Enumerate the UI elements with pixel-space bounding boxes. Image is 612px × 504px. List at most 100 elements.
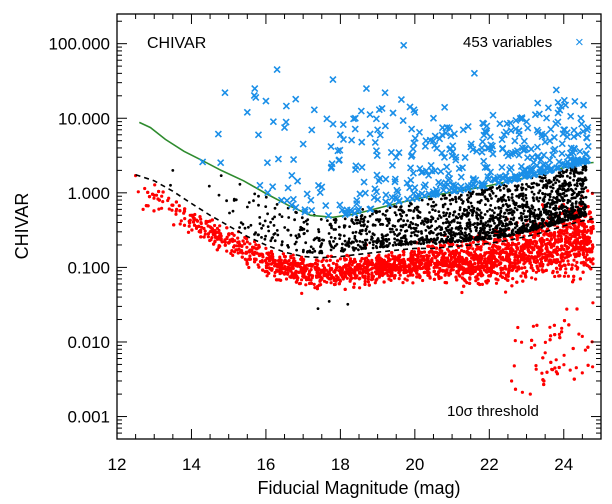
black-point [504,224,507,228]
black-point [448,232,452,236]
black-point [358,221,362,225]
black-point [476,217,480,221]
black-point [521,195,525,198]
black-point [537,207,541,211]
black-point [545,212,548,216]
black-point [333,236,337,240]
black-point [568,176,572,180]
black-point [333,244,337,248]
black-point [362,217,365,221]
black-point [309,245,313,249]
variable-point [273,65,281,74]
black-point [443,193,446,197]
black-point [569,207,573,210]
black-point [421,236,424,240]
black-point [528,214,532,217]
black-point [306,229,309,233]
red-point [531,324,536,328]
black-point [548,224,551,228]
red-point [560,255,564,259]
red-point [210,228,214,232]
black-point [308,249,312,253]
variable-point [513,147,521,155]
red-point [141,207,145,211]
black-point [368,241,372,245]
red-point [549,262,554,266]
red-point [387,258,391,262]
red-point [580,334,584,338]
red-point [520,266,524,270]
black-point [305,222,309,226]
red-point [515,280,519,284]
red-point [570,263,574,267]
black-point [550,201,554,205]
black-point [554,204,558,208]
variable-point [580,101,588,109]
red-point [516,261,520,265]
black-point [521,203,524,207]
red-point [388,274,392,278]
black-point [410,231,414,235]
black-point [493,221,496,225]
black-point [538,222,542,226]
red-point [473,269,477,273]
black-point [351,221,355,224]
black-point [280,240,284,244]
red-point [315,287,319,291]
red-point [542,233,546,237]
red-point [578,277,583,281]
black-point [465,237,469,240]
red-point [325,259,329,263]
black-point [465,208,469,212]
black-point [574,196,577,200]
red-point [585,250,589,254]
black-point [378,218,382,222]
black-point [398,232,402,235]
black-point [521,231,525,234]
red-point [260,253,265,257]
red-point [353,272,357,276]
black-point [565,189,568,192]
black-point [379,223,382,226]
black-point [219,174,223,178]
red-point [436,272,440,276]
red-point [468,281,472,285]
red-point [560,231,564,235]
black-point [452,231,455,234]
black-point [508,204,511,208]
red-point [500,250,504,254]
red-point [390,263,394,267]
red-point [284,267,288,272]
black-point [505,208,509,212]
black-point [574,202,578,205]
red-point [210,236,214,240]
black-point [538,189,542,193]
red-point [515,269,519,273]
red-point [507,266,511,270]
red-point [530,338,534,342]
red-point [468,260,472,264]
black-point [399,217,403,221]
red-point [583,255,588,259]
red-point [562,274,567,278]
red-point [154,193,159,197]
black-point [435,233,439,237]
red-point [575,307,579,311]
black-point [438,214,441,218]
red-point [559,237,564,241]
red-point [415,271,419,275]
red-point [440,258,444,262]
black-point [286,228,290,232]
black-point [460,198,463,202]
red-point [299,257,303,261]
red-point [347,264,351,268]
black-point [441,205,445,209]
black-point [489,224,493,228]
red-point [539,257,543,261]
red-point [438,266,442,271]
red-point [289,269,293,273]
black-point [548,213,551,217]
red-point [543,252,547,256]
black-point [436,236,439,240]
black-point [298,228,302,232]
